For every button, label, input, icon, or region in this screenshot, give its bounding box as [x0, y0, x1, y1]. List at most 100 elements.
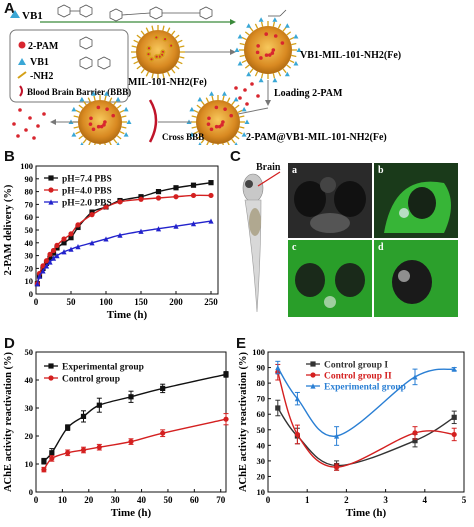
data-point	[451, 431, 457, 438]
data-point	[412, 430, 418, 436]
bbb-barrier-icon	[148, 99, 158, 143]
vb1-molecule-icon	[57, 4, 93, 18]
x-tick-label: 250	[204, 297, 218, 307]
mof-label: MIL-101-NH2(Fe)	[128, 77, 207, 88]
data-point	[138, 196, 144, 202]
legend-label: Experimental group	[324, 383, 406, 393]
data-point	[208, 180, 214, 186]
data-point	[117, 232, 123, 238]
y-tick-label: 20	[25, 431, 34, 441]
x-tick-label: 60	[190, 495, 200, 505]
legend-molecule-icons	[79, 36, 111, 70]
legend-marker	[310, 383, 316, 389]
x-tick-label: 0	[34, 297, 39, 307]
data-point	[68, 246, 74, 252]
panel-d-chart: 0 10 20 30 40 50 60 70 0 10 20 30 40 50 Time (h) AChE a…	[3, 347, 229, 519]
panel-d-label: D	[4, 335, 15, 352]
data-point	[47, 255, 53, 261]
released-particle-icon	[68, 91, 132, 145]
data-point	[61, 249, 67, 255]
legend-marker	[48, 187, 54, 193]
x-tick-label: 1	[305, 495, 310, 505]
legend-2pam-dot-icon	[18, 41, 26, 49]
legend-marker	[310, 361, 316, 367]
x-tick-label: 0	[266, 495, 271, 505]
arrow-head-icon	[265, 100, 271, 106]
x-tick-label: 70	[216, 495, 226, 505]
vb1-label: VB1	[22, 10, 43, 22]
legend-label: pH=2.0 PBS	[62, 199, 112, 209]
y-tick-label: 30	[257, 456, 266, 466]
y-tick-label: 70	[257, 394, 266, 404]
released-2pam-dots-icon	[12, 108, 46, 140]
legend-label: Control group II	[324, 372, 392, 382]
data-point	[47, 251, 53, 257]
panel-a-schematic: VB1 2-PAM VB1 -NH2 Blood Brain Barrier (…	[9, 4, 401, 145]
legend-vb1-label: VB1	[30, 57, 49, 68]
data-point	[190, 192, 197, 199]
legend-label: Control group I	[324, 361, 388, 371]
fluorescence-image-a	[288, 163, 372, 238]
x-tick-label: 150	[134, 297, 148, 307]
legend-marker	[48, 199, 54, 205]
y-tick-label: 40	[257, 440, 266, 450]
plot-frame	[35, 351, 227, 493]
y-tick-label: 60	[257, 409, 266, 419]
data-point	[334, 433, 340, 439]
y-tick-label: 10	[257, 487, 266, 497]
y-tick-label: 20	[257, 471, 266, 481]
panel-a-label: A	[4, 0, 15, 17]
x-tick-label: 100	[99, 297, 113, 307]
data-point	[275, 405, 281, 411]
vb1-triangle-icon	[10, 10, 20, 18]
data-point	[50, 247, 57, 254]
fluorescence-image-b	[374, 163, 458, 238]
data-point	[61, 240, 67, 246]
series-line	[43, 418, 227, 471]
legend-nh2-label: -NH2	[30, 71, 53, 82]
data-point	[294, 396, 300, 402]
x-tick-label: 30	[111, 495, 121, 505]
legend-marker	[310, 372, 316, 378]
y-tick-label: 100	[252, 347, 265, 357]
brain-label: Brain	[256, 162, 281, 173]
y-tick-label: 10	[25, 459, 34, 469]
y-tick-label: 40	[25, 238, 34, 248]
image-d-label: d	[378, 242, 384, 253]
y-axis-label: AChE activity reactivation (%)	[3, 351, 14, 492]
data-point	[103, 204, 109, 210]
data-point	[160, 430, 166, 436]
data-point	[412, 438, 418, 444]
data-point	[61, 236, 67, 242]
y-tick-label: 50	[25, 347, 34, 357]
vb1-mof-label: VB1-MIL-101-NH2(Fe)	[300, 50, 401, 61]
x-tick-label: 2	[344, 495, 349, 505]
arrow-to-loaded	[237, 107, 269, 115]
x-axis-label: Time (h)	[107, 309, 148, 321]
x-tick-label: 5	[462, 495, 467, 505]
y-tick-label: 60	[25, 212, 34, 222]
data-point	[65, 450, 71, 456]
x-tick-label: 40	[137, 495, 147, 505]
legend-label: pH=4.0 PBS	[62, 187, 112, 197]
y-tick-label: 30	[25, 403, 34, 413]
data-point	[80, 447, 87, 453]
legend-marker	[48, 363, 54, 369]
data-point	[138, 228, 144, 234]
y-tick-label: 20	[25, 263, 34, 273]
zebrafish-larva-image	[242, 173, 264, 313]
data-point	[190, 221, 197, 227]
data-point	[96, 444, 102, 450]
data-point	[208, 218, 214, 224]
legend-label: pH=7.4 PBS	[62, 175, 112, 185]
data-point	[103, 236, 109, 242]
legend-marker	[48, 175, 54, 181]
data-point	[43, 258, 50, 264]
2pam-dots-cluster-icon	[234, 82, 260, 106]
data-point	[223, 416, 229, 422]
data-point	[173, 223, 179, 229]
legend-box	[9, 29, 129, 103]
y-axis-label: AChE activity reactivation (%)	[238, 351, 249, 492]
data-point	[49, 450, 55, 456]
legend-bbb-arc-icon	[19, 85, 23, 97]
